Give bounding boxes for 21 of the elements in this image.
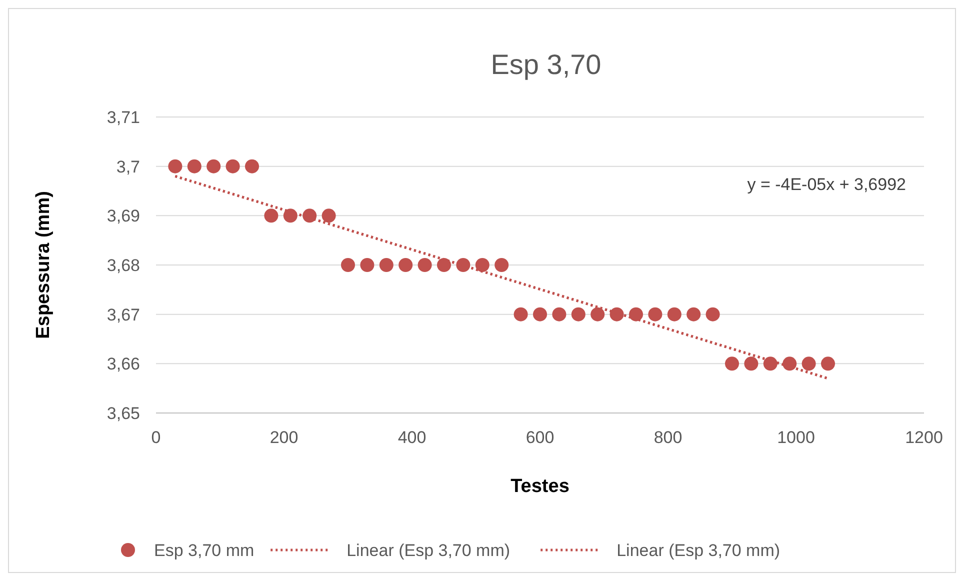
- x-tick-label: 400: [398, 428, 426, 447]
- x-tick-label: 600: [526, 428, 554, 447]
- y-tick-label: 3,71: [106, 108, 140, 127]
- legend-label: Esp 3,70 mm: [154, 541, 254, 560]
- x-tick-label: 0: [151, 428, 161, 447]
- x-tick-label: 800: [654, 428, 682, 447]
- x-axis-title: Testes: [510, 476, 570, 497]
- y-tick-label: 3,7: [116, 157, 140, 176]
- y-tick-label: 3,67: [106, 305, 140, 324]
- chart-title: Esp 3,70: [490, 49, 602, 80]
- y-tick-label: 3,69: [106, 206, 140, 226]
- y-tick-label: 3,68: [106, 256, 140, 275]
- x-tick-label: 200: [270, 428, 298, 447]
- y-tick-label: 3,65: [106, 404, 140, 423]
- y-tick-label: 3,66: [106, 354, 140, 374]
- x-tick-label: 1000: [777, 428, 815, 447]
- legend-label: Linear (Esp 3,70 mm): [616, 541, 780, 560]
- y-axis-title: Espessura (mm): [33, 191, 54, 339]
- annotation: y = -4E-05x + 3,6992: [747, 175, 906, 194]
- legend-label: Linear (Esp 3,70 mm): [346, 541, 510, 560]
- x-tick-label: 1200: [905, 428, 943, 447]
